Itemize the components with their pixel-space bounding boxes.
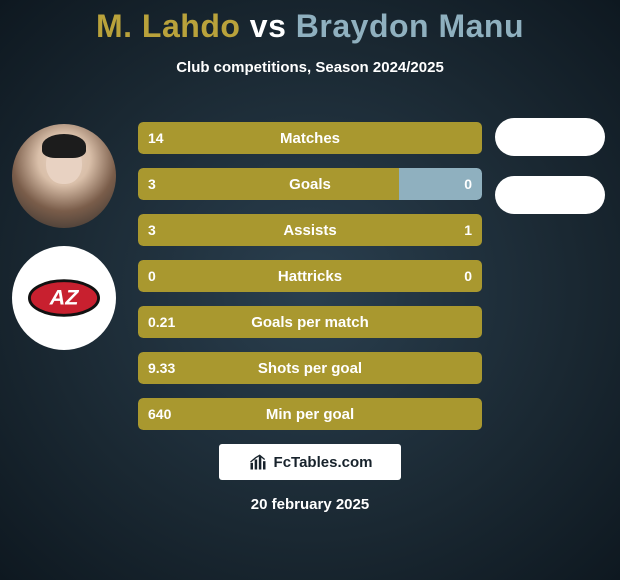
- bar-row: 0.21Goals per match: [138, 306, 482, 338]
- bar-row: 30Goals: [138, 168, 482, 200]
- site-name: FcTables.com: [274, 454, 373, 471]
- bar-metric-label: Min per goal: [138, 398, 482, 430]
- player1-club-badge: AZ: [12, 246, 116, 350]
- chart-icon: [248, 452, 268, 472]
- title-vs: vs: [250, 8, 287, 44]
- player2-avatar-placeholder: [495, 118, 605, 156]
- comparison-bars: 14Matches 30Goals 31Assists 00Hattricks 0.21…: [138, 122, 482, 430]
- bar-metric-label: Goals: [138, 168, 482, 200]
- bar-row: 00Hattricks: [138, 260, 482, 292]
- left-column: AZ: [8, 124, 120, 350]
- player2-club-placeholder: [495, 176, 605, 214]
- bar-row: 31Assists: [138, 214, 482, 246]
- site-badge[interactable]: FcTables.com: [219, 444, 401, 480]
- bar-metric-label: Assists: [138, 214, 482, 246]
- player1-avatar: [12, 124, 116, 228]
- bar-row: 640Min per goal: [138, 398, 482, 430]
- bar-metric-label: Goals per match: [138, 306, 482, 338]
- page-title: M. Lahdo vs Braydon Manu: [0, 0, 620, 45]
- title-player1: M. Lahdo: [96, 8, 240, 44]
- right-column: [490, 118, 610, 214]
- bar-metric-label: Shots per goal: [138, 352, 482, 384]
- bar-row: 9.33Shots per goal: [138, 352, 482, 384]
- subtitle: Club competitions, Season 2024/2025: [0, 59, 620, 76]
- club-badge-icon: AZ: [28, 272, 100, 324]
- title-player2: Braydon Manu: [296, 8, 524, 44]
- footer-date: 20 february 2025: [0, 496, 620, 513]
- club-badge-text: AZ: [49, 284, 80, 309]
- bar-row: 14Matches: [138, 122, 482, 154]
- bar-metric-label: Matches: [138, 122, 482, 154]
- bar-metric-label: Hattricks: [138, 260, 482, 292]
